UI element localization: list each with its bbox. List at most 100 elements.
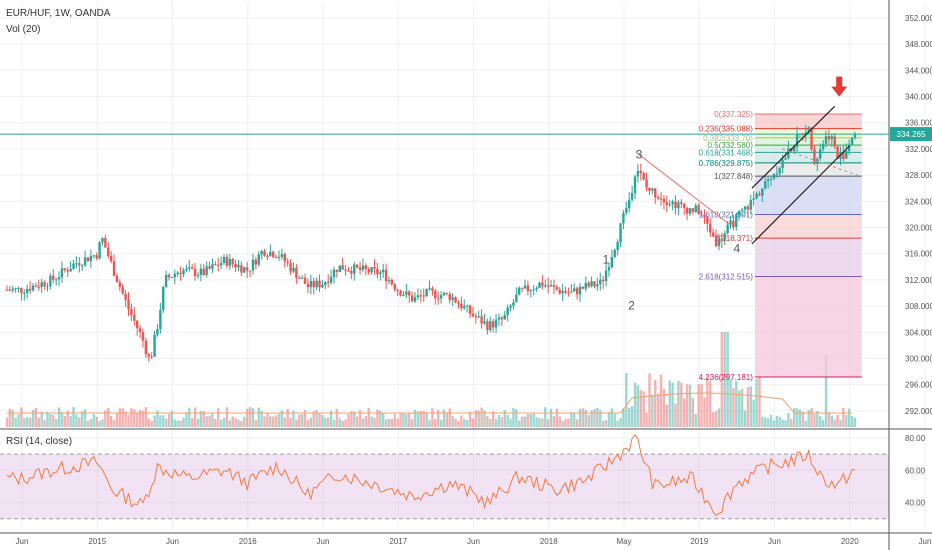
candle-body: [596, 284, 599, 287]
candle-body: [321, 284, 324, 288]
candle-body: [847, 144, 851, 151]
volume-bar: [766, 418, 770, 427]
x-tick-label: Jun: [166, 537, 179, 546]
candle-body: [769, 178, 773, 180]
candle-body: [164, 275, 168, 288]
rsi-legend[interactable]: RSI (14, close): [6, 436, 72, 447]
candle-body: [89, 256, 93, 262]
volume-bar: [578, 408, 582, 427]
volume-bar: [833, 419, 836, 427]
candle-body: [697, 205, 700, 215]
candle-body: [182, 270, 185, 275]
fib-retracement-layer[interactable]: 0(337.325) 0.236(335.088)0.382(333.70)0.5…: [699, 110, 862, 382]
fib-level-label: 2.618(312.515): [699, 273, 754, 282]
volume-bar: [477, 410, 480, 427]
candle-body: [604, 270, 608, 282]
candle-body: [370, 266, 373, 273]
candle-body: [286, 261, 289, 264]
candle-body: [775, 173, 779, 175]
volume-bar: [341, 420, 344, 427]
candle-body: [752, 198, 755, 200]
candle-body: [338, 265, 341, 272]
candle-body: [581, 286, 585, 289]
candle-body: [150, 356, 153, 358]
volume-bar: [683, 398, 686, 427]
volume-bar: [480, 407, 483, 427]
candle-body: [538, 282, 541, 288]
volume-bar: [729, 379, 732, 427]
channel-upper-line[interactable]: [751, 105, 836, 189]
volume-bar: [755, 378, 758, 427]
volume-legend[interactable]: Vol (20): [6, 24, 40, 35]
rsi-y-tick-label: 80.00: [905, 434, 926, 443]
volume-bar: [436, 409, 440, 427]
candle-body: [280, 254, 284, 257]
fib-level-label: 1.618(321.991): [699, 210, 754, 219]
volume-bar: [231, 416, 234, 427]
down-arrow-icon[interactable]: [831, 76, 848, 97]
fib-level-label: 0.786(329.875): [699, 159, 754, 168]
volume-bar: [251, 408, 255, 427]
volume-bar: [11, 410, 14, 427]
candle-body: [315, 280, 318, 288]
candle-body: [717, 238, 721, 247]
x-tick-label: Jun: [919, 537, 932, 546]
candle-body: [509, 305, 512, 308]
candle-body: [732, 220, 735, 228]
volume-bar: [581, 408, 585, 427]
candle-body: [408, 291, 411, 296]
candle-body: [153, 334, 156, 357]
candle-body: [66, 270, 69, 272]
volume-bar: [474, 410, 478, 427]
volume-bar: [836, 414, 839, 427]
candle-body: [416, 295, 420, 298]
candle-body: [810, 127, 813, 150]
volume-bar: [101, 419, 104, 427]
volume-bar: [749, 386, 752, 427]
candle-body: [344, 269, 347, 271]
candle-body: [683, 203, 686, 208]
volume-bar: [431, 408, 434, 427]
volume-bar: [752, 399, 755, 427]
candle-body: [610, 256, 614, 268]
channel-lower-line[interactable]: [751, 145, 851, 245]
candle-body: [69, 268, 72, 272]
volume-bar: [662, 388, 666, 427]
drawing-layer[interactable]: 334.265 1 2 3 4: [0, 76, 932, 313]
symbol-legend[interactable]: EUR/HUF, 1W, OANDA: [6, 8, 111, 19]
candle-body: [234, 263, 237, 268]
volume-bar: [277, 413, 281, 427]
candle-body: [237, 265, 240, 268]
candle-body: [436, 298, 440, 300]
volume-bar: [92, 414, 95, 427]
volume-bar: [72, 407, 75, 427]
x-tick-label: Jun: [467, 537, 480, 546]
volume-bar: [298, 414, 301, 427]
candle-body: [156, 329, 159, 335]
candle-body: [63, 268, 67, 271]
volume-bar: [668, 380, 671, 427]
volume-bar: [405, 413, 408, 427]
volume-bar: [775, 415, 779, 427]
volume-bar: [619, 418, 622, 427]
y-tick-label: 296.000: [905, 381, 932, 390]
wave-label: 1: [603, 253, 610, 267]
volume-bar: [483, 410, 486, 427]
volume-bar: [358, 410, 362, 427]
volume-bar: [486, 416, 489, 427]
candle-body: [109, 255, 113, 262]
candle-body: [60, 268, 64, 278]
candle-body: [628, 199, 631, 209]
downtrend-line[interactable]: [635, 151, 730, 225]
volume-bar: [164, 418, 168, 427]
dashed-projection-line[interactable]: [781, 148, 858, 176]
candle-body: [347, 270, 350, 272]
volume-bar: [390, 418, 394, 427]
volume-bar: [20, 407, 23, 427]
volume-bar: [40, 411, 43, 427]
volume-bar: [842, 407, 845, 427]
x-tick-label: May: [616, 537, 631, 546]
volume-bar: [214, 419, 217, 427]
fib-level-label: 0.618(331.468): [699, 148, 754, 157]
